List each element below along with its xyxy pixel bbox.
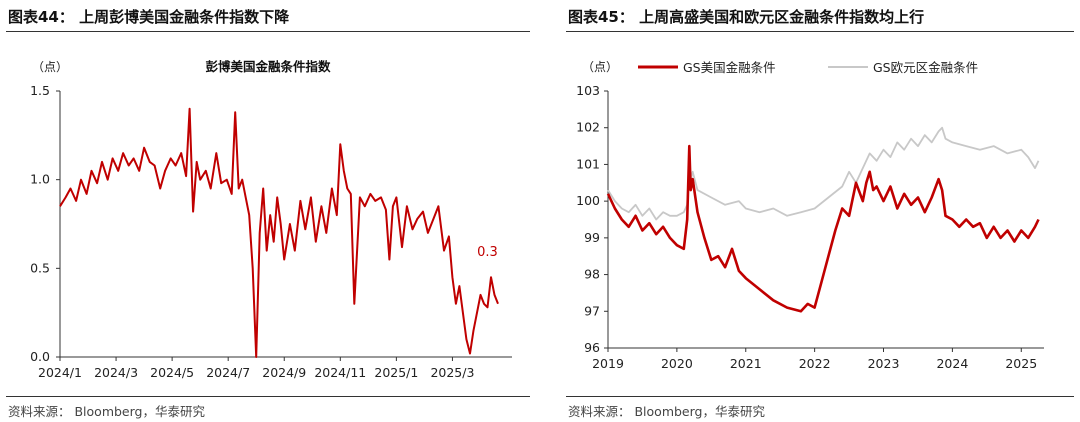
chart-title: 彭博美国金融条件指数 (205, 59, 331, 74)
goldman-fci-chart: （点） GS美国金融条件 GS欧元区金融条件 96 97 98 99 100 101 102 1… (576, 60, 1044, 371)
x-tick-label: 2021 (730, 356, 762, 371)
y-tick-label: 98 (584, 267, 600, 282)
legend: GS美国金融条件 GS欧元区金融条件 (638, 60, 978, 75)
bottom-rule (6, 396, 530, 397)
x-tick-label: 2024/3 (94, 365, 138, 380)
y-tick-label: 96 (584, 340, 600, 355)
x-tick-label: 2023 (868, 356, 900, 371)
y-tick-label: 103 (576, 83, 600, 98)
y-tick-label: 1.5 (30, 83, 50, 98)
legend-gs-us-label: GS美国金融条件 (683, 60, 776, 75)
figure-title: 图表44： 上周彭博美国金融条件指数下降 (8, 8, 290, 26)
legend-gs-euro-label: GS欧元区金融条件 (873, 60, 978, 75)
x-tick-label: 2025 (1005, 356, 1037, 371)
y-axis-unit: （点） (582, 60, 618, 74)
y-tick-label: 0.5 (30, 260, 50, 275)
x-tick-label: 2020 (661, 356, 693, 371)
series-layer (59, 107, 499, 358)
y-tick-label: 100 (576, 193, 600, 208)
x-tick-label: 2025/1 (374, 365, 418, 380)
left-panel: 图表44： 上周彭博美国金融条件指数下降 彭博美国金融条件指数 （点） 0.0 0… (0, 0, 536, 422)
y-tick-label: 101 (576, 156, 600, 171)
x-ticks: 2019 2020 2021 2022 2023 2024 2025 (592, 348, 1037, 371)
y-tick-label: 1.0 (30, 172, 50, 187)
x-tick-label: 2024/7 (206, 365, 250, 380)
x-tick-label: 2025/3 (430, 365, 474, 380)
title-rule (6, 31, 530, 32)
series-line-gs-euro (607, 126, 1040, 221)
axes (607, 91, 1044, 349)
title-rule (566, 31, 1074, 32)
x-tick-label: 2024/11 (314, 365, 366, 380)
x-tick-label: 2024 (936, 356, 968, 371)
x-ticks: 2024/1 2024/3 2024/5 2024/7 2024/9 2024/11 202… (38, 357, 474, 380)
x-tick-label: 2019 (592, 356, 624, 371)
source-note: 资料来源： Bloomberg，华泰研究 (568, 404, 765, 419)
x-tick-label: 2022 (799, 356, 831, 371)
figure-title: 图表45： 上周高盛美国和欧元区金融条件指数均上行 (568, 8, 925, 26)
y-ticks: 0.0 0.5 1.0 1.5 (30, 83, 60, 364)
x-tick-label: 2024/5 (150, 365, 194, 380)
series-line-gs-us (606, 144, 1040, 313)
series-layer (606, 126, 1040, 313)
x-tick-label: 2024/9 (262, 365, 306, 380)
y-axis-unit: （点） (32, 60, 68, 74)
y-ticks: 96 97 98 99 100 101 102 103 (576, 83, 608, 355)
latest-value-annotation: 0.3 (477, 245, 498, 260)
right-panel: 图表45： 上周高盛美国和欧元区金融条件指数均上行 （点） GS美国金融条件 GS… (560, 0, 1080, 422)
y-tick-label: 97 (584, 303, 600, 318)
source-note: 资料来源： Bloomberg，华泰研究 (8, 404, 205, 419)
y-tick-label: 0.0 (30, 349, 50, 364)
series-line-bloomberg-fci (59, 107, 499, 358)
bottom-rule (566, 396, 1074, 397)
axes (59, 91, 512, 358)
x-tick-label: 2024/1 (38, 365, 82, 380)
bloomberg-fci-chart: 彭博美国金融条件指数 （点） 0.0 0.5 1.0 1.5 2024/1 2024/3… (30, 59, 512, 380)
y-tick-label: 102 (576, 120, 600, 135)
y-tick-label: 99 (584, 230, 600, 245)
